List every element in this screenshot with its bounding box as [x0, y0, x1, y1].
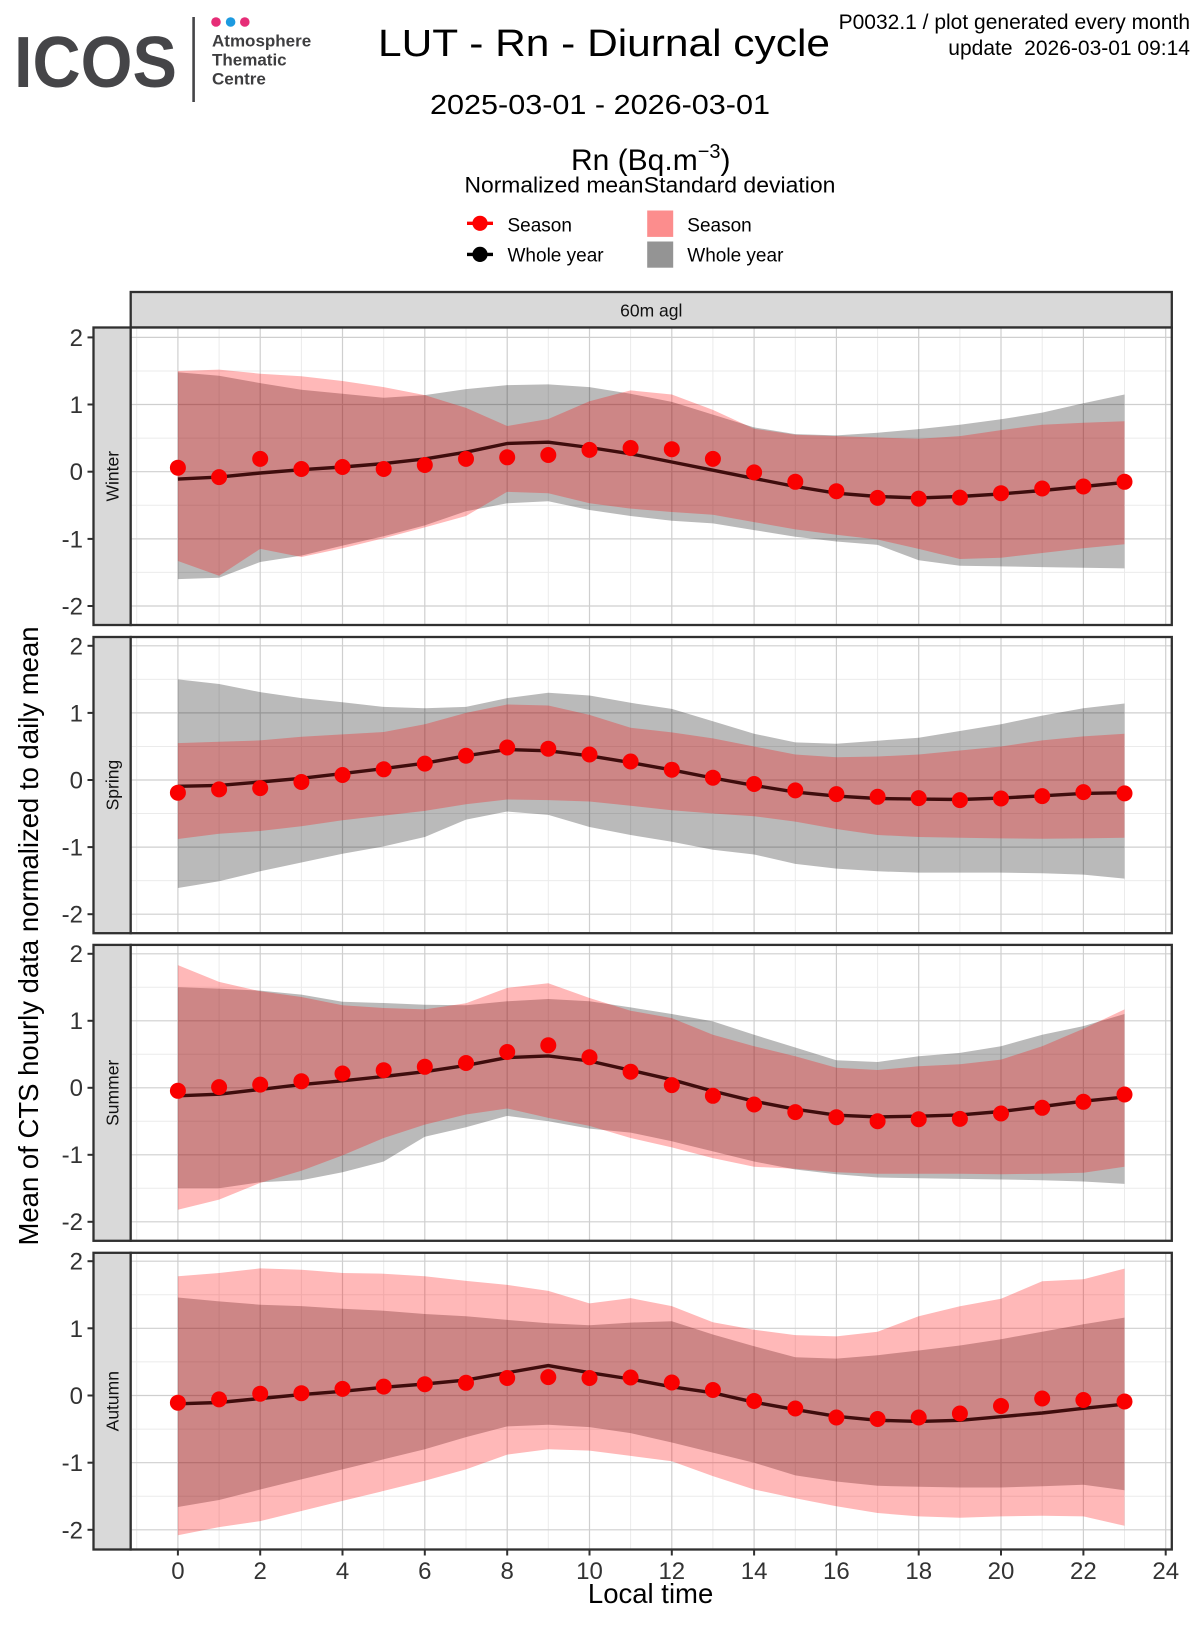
svg-text:0: 0 — [70, 1075, 83, 1102]
svg-text:0: 0 — [70, 459, 83, 486]
svg-text:update 2026-03-01 09:14: update 2026-03-01 09:14 — [948, 37, 1190, 60]
svg-text:2: 2 — [70, 325, 83, 352]
svg-text:1: 1 — [70, 392, 83, 419]
svg-text:1: 1 — [70, 1008, 83, 1035]
svg-text:Whole year: Whole year — [508, 246, 605, 267]
svg-text:Mean of CTS hourly data normal: Mean of CTS hourly data normalized to da… — [13, 626, 44, 1245]
svg-text:ICOS: ICOS — [14, 23, 177, 103]
svg-text:2: 2 — [70, 633, 83, 660]
svg-text:22: 22 — [1070, 1558, 1097, 1585]
svg-text:LUT - Rn - Diurnal cycle: LUT - Rn - Diurnal cycle — [378, 23, 830, 65]
svg-text:-2: -2 — [62, 594, 83, 621]
svg-text:Local time: Local time — [588, 1578, 713, 1609]
svg-text:Whole year: Whole year — [687, 246, 784, 267]
svg-text:2: 2 — [70, 941, 83, 968]
svg-text:Centre: Centre — [212, 70, 266, 89]
svg-text:-2: -2 — [62, 1517, 83, 1544]
svg-text:0: 0 — [171, 1558, 184, 1585]
svg-text:-1: -1 — [62, 1450, 83, 1477]
svg-text:-2: -2 — [62, 1209, 83, 1236]
svg-text:8: 8 — [501, 1558, 514, 1585]
svg-text:2025-03-01 - 2026-03-01: 2025-03-01 - 2026-03-01 — [430, 89, 770, 120]
svg-text:Season: Season — [508, 216, 572, 237]
svg-text:1: 1 — [70, 700, 83, 727]
svg-text:-1: -1 — [62, 835, 83, 862]
svg-text:Summer: Summer — [103, 1060, 123, 1126]
svg-text:Autumn: Autumn — [103, 1371, 123, 1431]
svg-text:0: 0 — [70, 768, 83, 795]
svg-text:2: 2 — [254, 1558, 267, 1585]
svg-text:Winter: Winter — [103, 451, 123, 502]
svg-text:20: 20 — [988, 1558, 1015, 1585]
svg-text:24: 24 — [1152, 1558, 1179, 1585]
svg-text:16: 16 — [823, 1558, 850, 1585]
svg-text:Atmosphere: Atmosphere — [212, 31, 311, 50]
svg-text:Normalized mean: Normalized mean — [465, 173, 644, 198]
svg-text:10: 10 — [576, 1558, 603, 1585]
svg-text:12: 12 — [658, 1558, 685, 1585]
svg-text:4: 4 — [336, 1558, 349, 1585]
svg-text:14: 14 — [741, 1558, 768, 1585]
svg-text:-1: -1 — [62, 526, 83, 553]
svg-text:Spring: Spring — [103, 760, 123, 811]
svg-text:Standard deviation: Standard deviation — [644, 173, 836, 198]
svg-text:Thematic: Thematic — [212, 51, 287, 70]
svg-text:-2: -2 — [62, 902, 83, 929]
svg-text:60m agl: 60m agl — [620, 301, 682, 321]
svg-text:Season: Season — [687, 216, 751, 237]
svg-text:1: 1 — [70, 1316, 83, 1343]
svg-text:2: 2 — [70, 1249, 83, 1276]
svg-text:6: 6 — [418, 1558, 431, 1585]
svg-text:0: 0 — [70, 1383, 83, 1410]
svg-text:-1: -1 — [62, 1142, 83, 1169]
svg-text:P0032.1 / plot generated every: P0032.1 / plot generated every month — [839, 11, 1190, 34]
svg-text:18: 18 — [905, 1558, 932, 1585]
